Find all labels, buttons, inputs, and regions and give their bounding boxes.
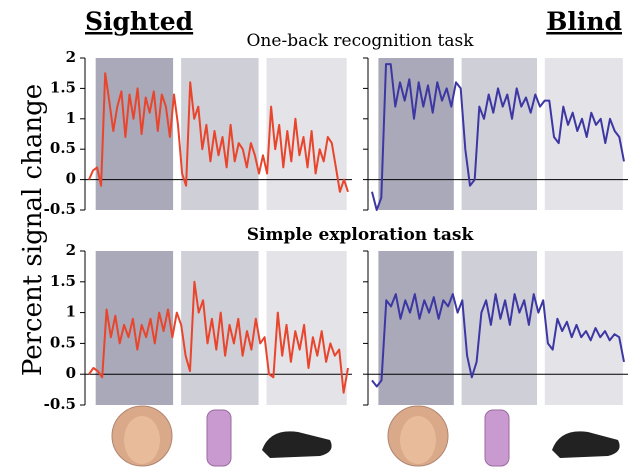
stimulus-block: [545, 58, 623, 210]
y-axis-label: Percent signal change: [18, 84, 48, 376]
stimulus-images: [112, 406, 620, 466]
y-tick-label: 1: [66, 109, 76, 127]
group-label: Sighted: [85, 7, 193, 36]
row-title: Simple exploration task: [247, 225, 475, 245]
y-tick-label: 2: [66, 48, 76, 66]
y-tick-label: 0.5: [50, 333, 76, 351]
row-title: One-back recognition task: [247, 31, 475, 51]
figure: Sighted Blind One-back recognition task …: [0, 0, 628, 470]
y-tick-label: 1.5: [50, 272, 76, 290]
bottle-image: [207, 410, 231, 466]
face-image: [124, 416, 160, 464]
group-label: Blind: [546, 7, 622, 36]
y-tick-label: 1: [66, 303, 76, 321]
stimulus-block: [462, 58, 537, 210]
bottle-image: [485, 410, 509, 466]
shoe-image: [552, 431, 620, 458]
stimulus-block: [181, 58, 258, 210]
y-tick-label: 2: [66, 241, 76, 259]
y-tick-label: 1.5: [50, 78, 76, 96]
stimulus-block: [462, 251, 537, 405]
stimulus-block: [378, 58, 453, 210]
face-image: [400, 416, 436, 464]
page: {"group_labels": ["Sighted", "Blind"], "…: [0, 0, 628, 470]
y-tick-label: -0.5: [44, 200, 76, 218]
shoe-image: [262, 431, 332, 458]
y-tick-label: 0: [66, 170, 76, 188]
y-tick-label: 0: [66, 364, 76, 382]
y-tick-label: 0.5: [50, 139, 76, 157]
y-tick-label: -0.5: [44, 395, 76, 413]
stimulus-block: [378, 251, 453, 405]
